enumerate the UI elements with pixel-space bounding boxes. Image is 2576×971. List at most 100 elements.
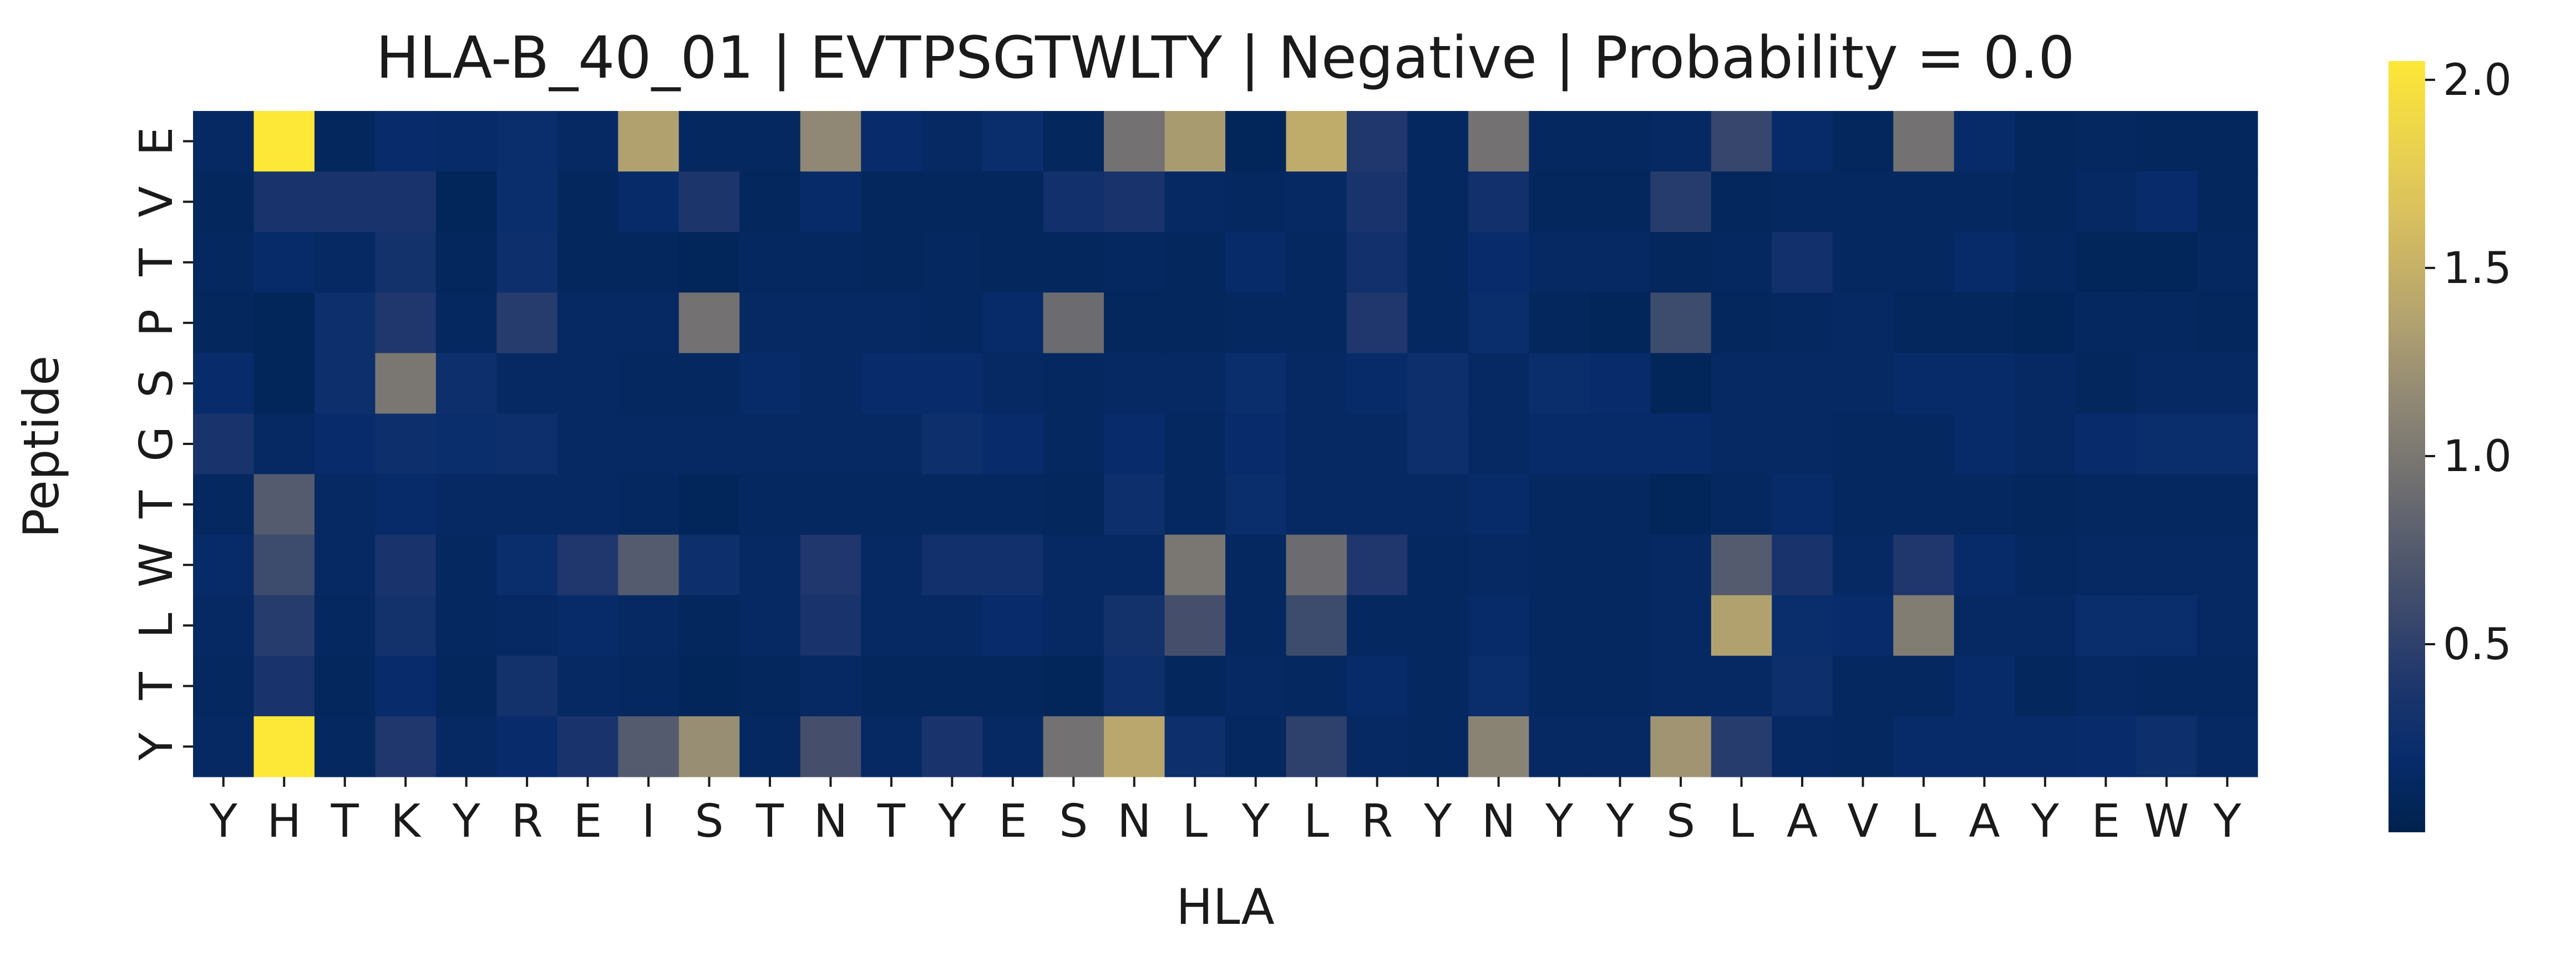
heatmap-cell <box>1954 716 2015 777</box>
x-tick-label: R <box>511 795 543 848</box>
heatmap-cell <box>375 353 437 414</box>
heatmap-cell <box>1286 232 1347 293</box>
chart-title: HLA-B_40_01 | EVTPSGTWLTY | Negative | P… <box>376 24 2075 92</box>
heatmap-cell <box>193 171 255 232</box>
heatmap-cell <box>2015 474 2076 535</box>
heatmap-cell <box>1772 716 1833 777</box>
heatmap-cell <box>557 111 618 172</box>
heatmap-cell <box>1225 655 1287 717</box>
heatmap-cell <box>375 474 437 535</box>
heatmap-cell <box>1711 292 1772 353</box>
heatmap-cell <box>861 474 922 535</box>
heatmap-cell <box>314 595 376 656</box>
heatmap-cell <box>253 292 315 353</box>
heatmap-cell <box>557 534 618 596</box>
heatmap-cell <box>1225 353 1287 414</box>
heatmap-cell <box>2015 534 2076 596</box>
heatmap-cell <box>1164 534 1226 596</box>
x-tick-label: E <box>2091 795 2120 848</box>
heatmap-cell <box>193 534 255 596</box>
heatmap-cell <box>2015 413 2076 475</box>
heatmap-cell <box>2075 292 2137 353</box>
heatmap-cell <box>1711 413 1772 475</box>
heatmap-cell <box>800 232 861 293</box>
heatmap-cell <box>2075 171 2137 232</box>
heatmap-cell <box>435 474 497 535</box>
heatmap-cell <box>2075 534 2137 596</box>
heatmap-cell <box>678 353 740 414</box>
colorbar-tick-label: 0.5 <box>2443 620 2512 670</box>
heatmap-cell <box>1893 232 1955 293</box>
x-tick-label: V <box>1847 795 1878 848</box>
heatmap-cell <box>1225 111 1287 172</box>
heatmap-cell <box>1225 716 1287 777</box>
heatmap-cell <box>678 171 740 232</box>
heatmap-cell <box>496 474 558 535</box>
y-axis-label: Peptide <box>13 356 70 538</box>
heatmap-cell <box>739 292 801 353</box>
x-tick-label: A <box>1787 795 1818 848</box>
heatmap-cell <box>739 353 801 414</box>
heatmap-cell <box>678 474 740 535</box>
heatmap-cell <box>739 474 801 535</box>
x-tick-label: L <box>1729 795 1754 848</box>
heatmap-cell <box>375 595 437 656</box>
heatmap-cell <box>2197 655 2258 717</box>
heatmap-cell <box>2015 595 2076 656</box>
heatmap-cell <box>1529 655 1590 717</box>
heatmap-cell <box>435 353 497 414</box>
heatmap-cell <box>1711 474 1772 535</box>
x-tick-label: W <box>2144 795 2189 848</box>
heatmap-cell <box>557 655 618 717</box>
heatmap-cell <box>253 111 315 172</box>
heatmap-cell <box>921 595 983 656</box>
y-tick-label: E <box>130 127 183 156</box>
heatmap-cell <box>1225 534 1287 596</box>
heatmap-cell <box>1893 413 1955 475</box>
heatmap-cell <box>496 716 558 777</box>
heatmap-cell <box>1164 716 1226 777</box>
x-tick-label: H <box>267 795 301 848</box>
heatmap-cell <box>1650 232 1712 293</box>
heatmap-cell <box>800 655 861 717</box>
heatmap-cell <box>1407 474 1469 535</box>
heatmap-cell <box>982 534 1044 596</box>
heatmap-cell <box>1954 534 2015 596</box>
heatmap-cell <box>1407 534 1469 596</box>
x-tick-label: Y <box>1606 795 1635 848</box>
heatmap-cell <box>314 353 376 414</box>
heatmap-cell <box>800 171 861 232</box>
heatmap-cell <box>921 171 983 232</box>
heatmap-cell <box>253 353 315 414</box>
heatmap-cell <box>800 413 861 475</box>
colorbar-tick-label: 1.5 <box>2443 244 2512 294</box>
heatmap-cell <box>2136 292 2198 353</box>
heatmap-cell <box>678 595 740 656</box>
heatmap-cell <box>375 171 437 232</box>
heatmap-cell <box>1529 353 1590 414</box>
heatmap-cell <box>618 111 680 172</box>
heatmap-cell <box>1043 111 1104 172</box>
x-tick-label: Y <box>2213 795 2242 848</box>
heatmap-cell <box>1225 292 1287 353</box>
heatmap-cell <box>1711 171 1772 232</box>
heatmap-cell <box>1104 534 1165 596</box>
heatmap-cell <box>1832 292 1894 353</box>
x-tick-label: Y <box>1423 795 1452 848</box>
x-tick-label: Y <box>209 795 238 848</box>
heatmap-cell <box>557 595 618 656</box>
heatmap-cell <box>1043 716 1104 777</box>
heatmap-cell <box>1529 595 1590 656</box>
y-tick-label: G <box>130 426 183 462</box>
heatmap-cell <box>1954 171 2015 232</box>
x-tick-label: Y <box>2031 795 2060 848</box>
heatmap-cell <box>861 232 922 293</box>
heatmap-cells <box>193 111 2258 777</box>
heatmap-cell <box>1529 111 1590 172</box>
heatmap-cell <box>678 111 740 172</box>
heatmap-cell <box>2015 353 2076 414</box>
heatmap-cell <box>435 716 497 777</box>
heatmap-cell <box>800 534 861 596</box>
heatmap-cell <box>2015 716 2076 777</box>
heatmap-cell <box>1043 534 1104 596</box>
